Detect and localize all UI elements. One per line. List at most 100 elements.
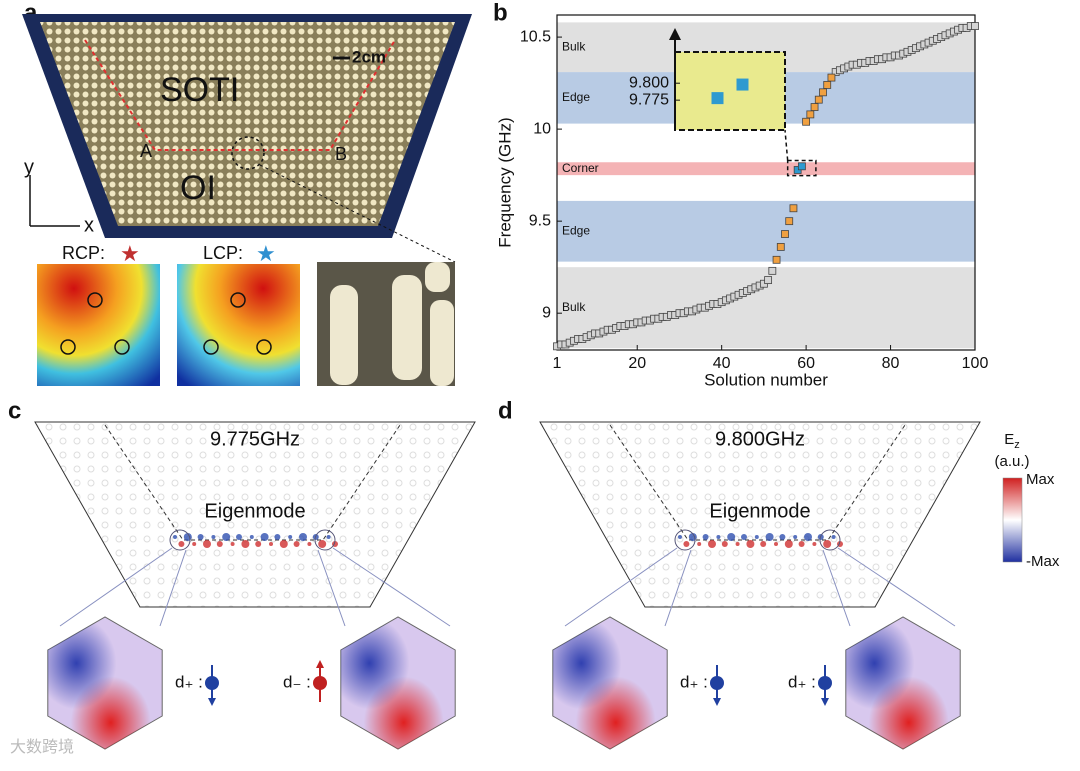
- field-dot: [721, 541, 728, 547]
- field-dot: [197, 534, 204, 540]
- spin-arrowhead: [713, 698, 721, 706]
- point: [768, 266, 777, 275]
- spin-ball: [313, 676, 327, 690]
- panel-label: c: [8, 397, 21, 424]
- field-dot: [760, 541, 767, 547]
- field-dot: [798, 541, 805, 547]
- field-dot: [236, 534, 242, 540]
- pillars: [330, 262, 454, 386]
- field-dot: [741, 534, 747, 540]
- field-dot: [269, 542, 273, 546]
- point: [802, 117, 811, 126]
- point: [823, 81, 832, 89]
- field-hexagon-blue: [47, 617, 163, 749]
- point-label: A: [140, 141, 152, 161]
- zoom-line: [317, 549, 346, 627]
- inset-tick-label: 9.775: [629, 91, 669, 108]
- x-tick-label: 20: [628, 355, 646, 372]
- point: [971, 22, 979, 30]
- field-dot: [678, 535, 682, 539]
- zoom-line: [664, 549, 692, 627]
- phase-map: [177, 264, 300, 386]
- inset: [674, 51, 786, 131]
- x-tick-label: 1: [553, 355, 562, 372]
- field-dot: [279, 540, 288, 548]
- point: [785, 217, 794, 226]
- frequency-label: 9.775GHz: [210, 428, 300, 450]
- corner-zoom: [819, 529, 841, 551]
- point: [814, 95, 823, 104]
- field-dot: [708, 540, 716, 548]
- zoom-line: [159, 549, 187, 627]
- point: [772, 255, 781, 264]
- star-icon: ★: [120, 241, 140, 266]
- field-dot: [230, 542, 235, 546]
- field-dot: [173, 535, 177, 539]
- mode-label: Eigenmode: [204, 500, 305, 522]
- point: [776, 243, 785, 251]
- field-dot: [697, 542, 702, 546]
- panel-label: b: [493, 0, 508, 26]
- field-dot: [178, 541, 185, 547]
- domain-wall: [84, 39, 396, 151]
- field-hexagon-blue: [340, 617, 456, 749]
- field-dot: [260, 533, 269, 541]
- vortex-markers: [60, 292, 272, 355]
- y-tick-label: 10: [533, 120, 551, 137]
- point: [789, 204, 798, 213]
- spin-ball: [710, 676, 724, 690]
- field-dot: [307, 542, 312, 546]
- inset-tick-label: 9.800: [629, 74, 669, 91]
- band: [557, 200, 975, 262]
- panel-label: d: [498, 397, 513, 424]
- field-dot: [274, 534, 281, 540]
- field-dot: [735, 542, 740, 546]
- region-label: OI: [180, 169, 216, 207]
- sample-outline: [34, 421, 476, 608]
- spin-label: d₊ :: [788, 672, 816, 691]
- field-dot: [249, 535, 254, 539]
- inset-point: [711, 92, 724, 105]
- x-tick-label: 60: [797, 355, 815, 372]
- zoom-line: [59, 547, 173, 627]
- field-dot: [288, 535, 293, 539]
- field-dot: [255, 541, 262, 547]
- x-tick-label: 40: [713, 355, 731, 372]
- point: [819, 88, 827, 97]
- watermark: 大数跨境: [10, 737, 74, 756]
- field-dot: [293, 541, 300, 547]
- field-dot: [746, 540, 755, 548]
- x-tick-label: 80: [882, 355, 900, 372]
- spin-arrowhead: [208, 698, 216, 706]
- colorbar: [1002, 477, 1023, 563]
- field-dot: [702, 534, 709, 540]
- y-tick-label: 9: [542, 304, 551, 321]
- field-dot: [326, 535, 331, 539]
- corner-zoom: [314, 529, 336, 551]
- colorbar-subscript: z: [1014, 439, 1020, 451]
- point-label: B: [335, 144, 347, 164]
- region-label: SOTI: [160, 71, 239, 109]
- spin-label: d₊ :: [680, 672, 708, 691]
- band-label: Bulk: [562, 300, 586, 314]
- zoom-box: [786, 159, 817, 177]
- zoom-line: [837, 547, 956, 627]
- field-dot: [727, 533, 736, 541]
- spin-label: d₋ :: [283, 672, 311, 691]
- field-dot: [779, 534, 786, 540]
- field-dot: [754, 535, 759, 539]
- field-dot: [222, 533, 231, 541]
- colorbar-max: Max: [1026, 471, 1055, 488]
- band-label: Corner: [562, 161, 599, 175]
- axis-label: y: [24, 156, 34, 178]
- field-dot: [793, 535, 798, 539]
- polarization-label: LCP:: [203, 243, 243, 263]
- field-dot: [241, 540, 250, 548]
- inset-point: [736, 78, 749, 91]
- field-dot: [784, 540, 793, 548]
- zoom-circle: [231, 136, 265, 170]
- zoom-line: [784, 129, 789, 161]
- band-label: Bulk: [562, 39, 586, 53]
- photo: [40, 22, 455, 226]
